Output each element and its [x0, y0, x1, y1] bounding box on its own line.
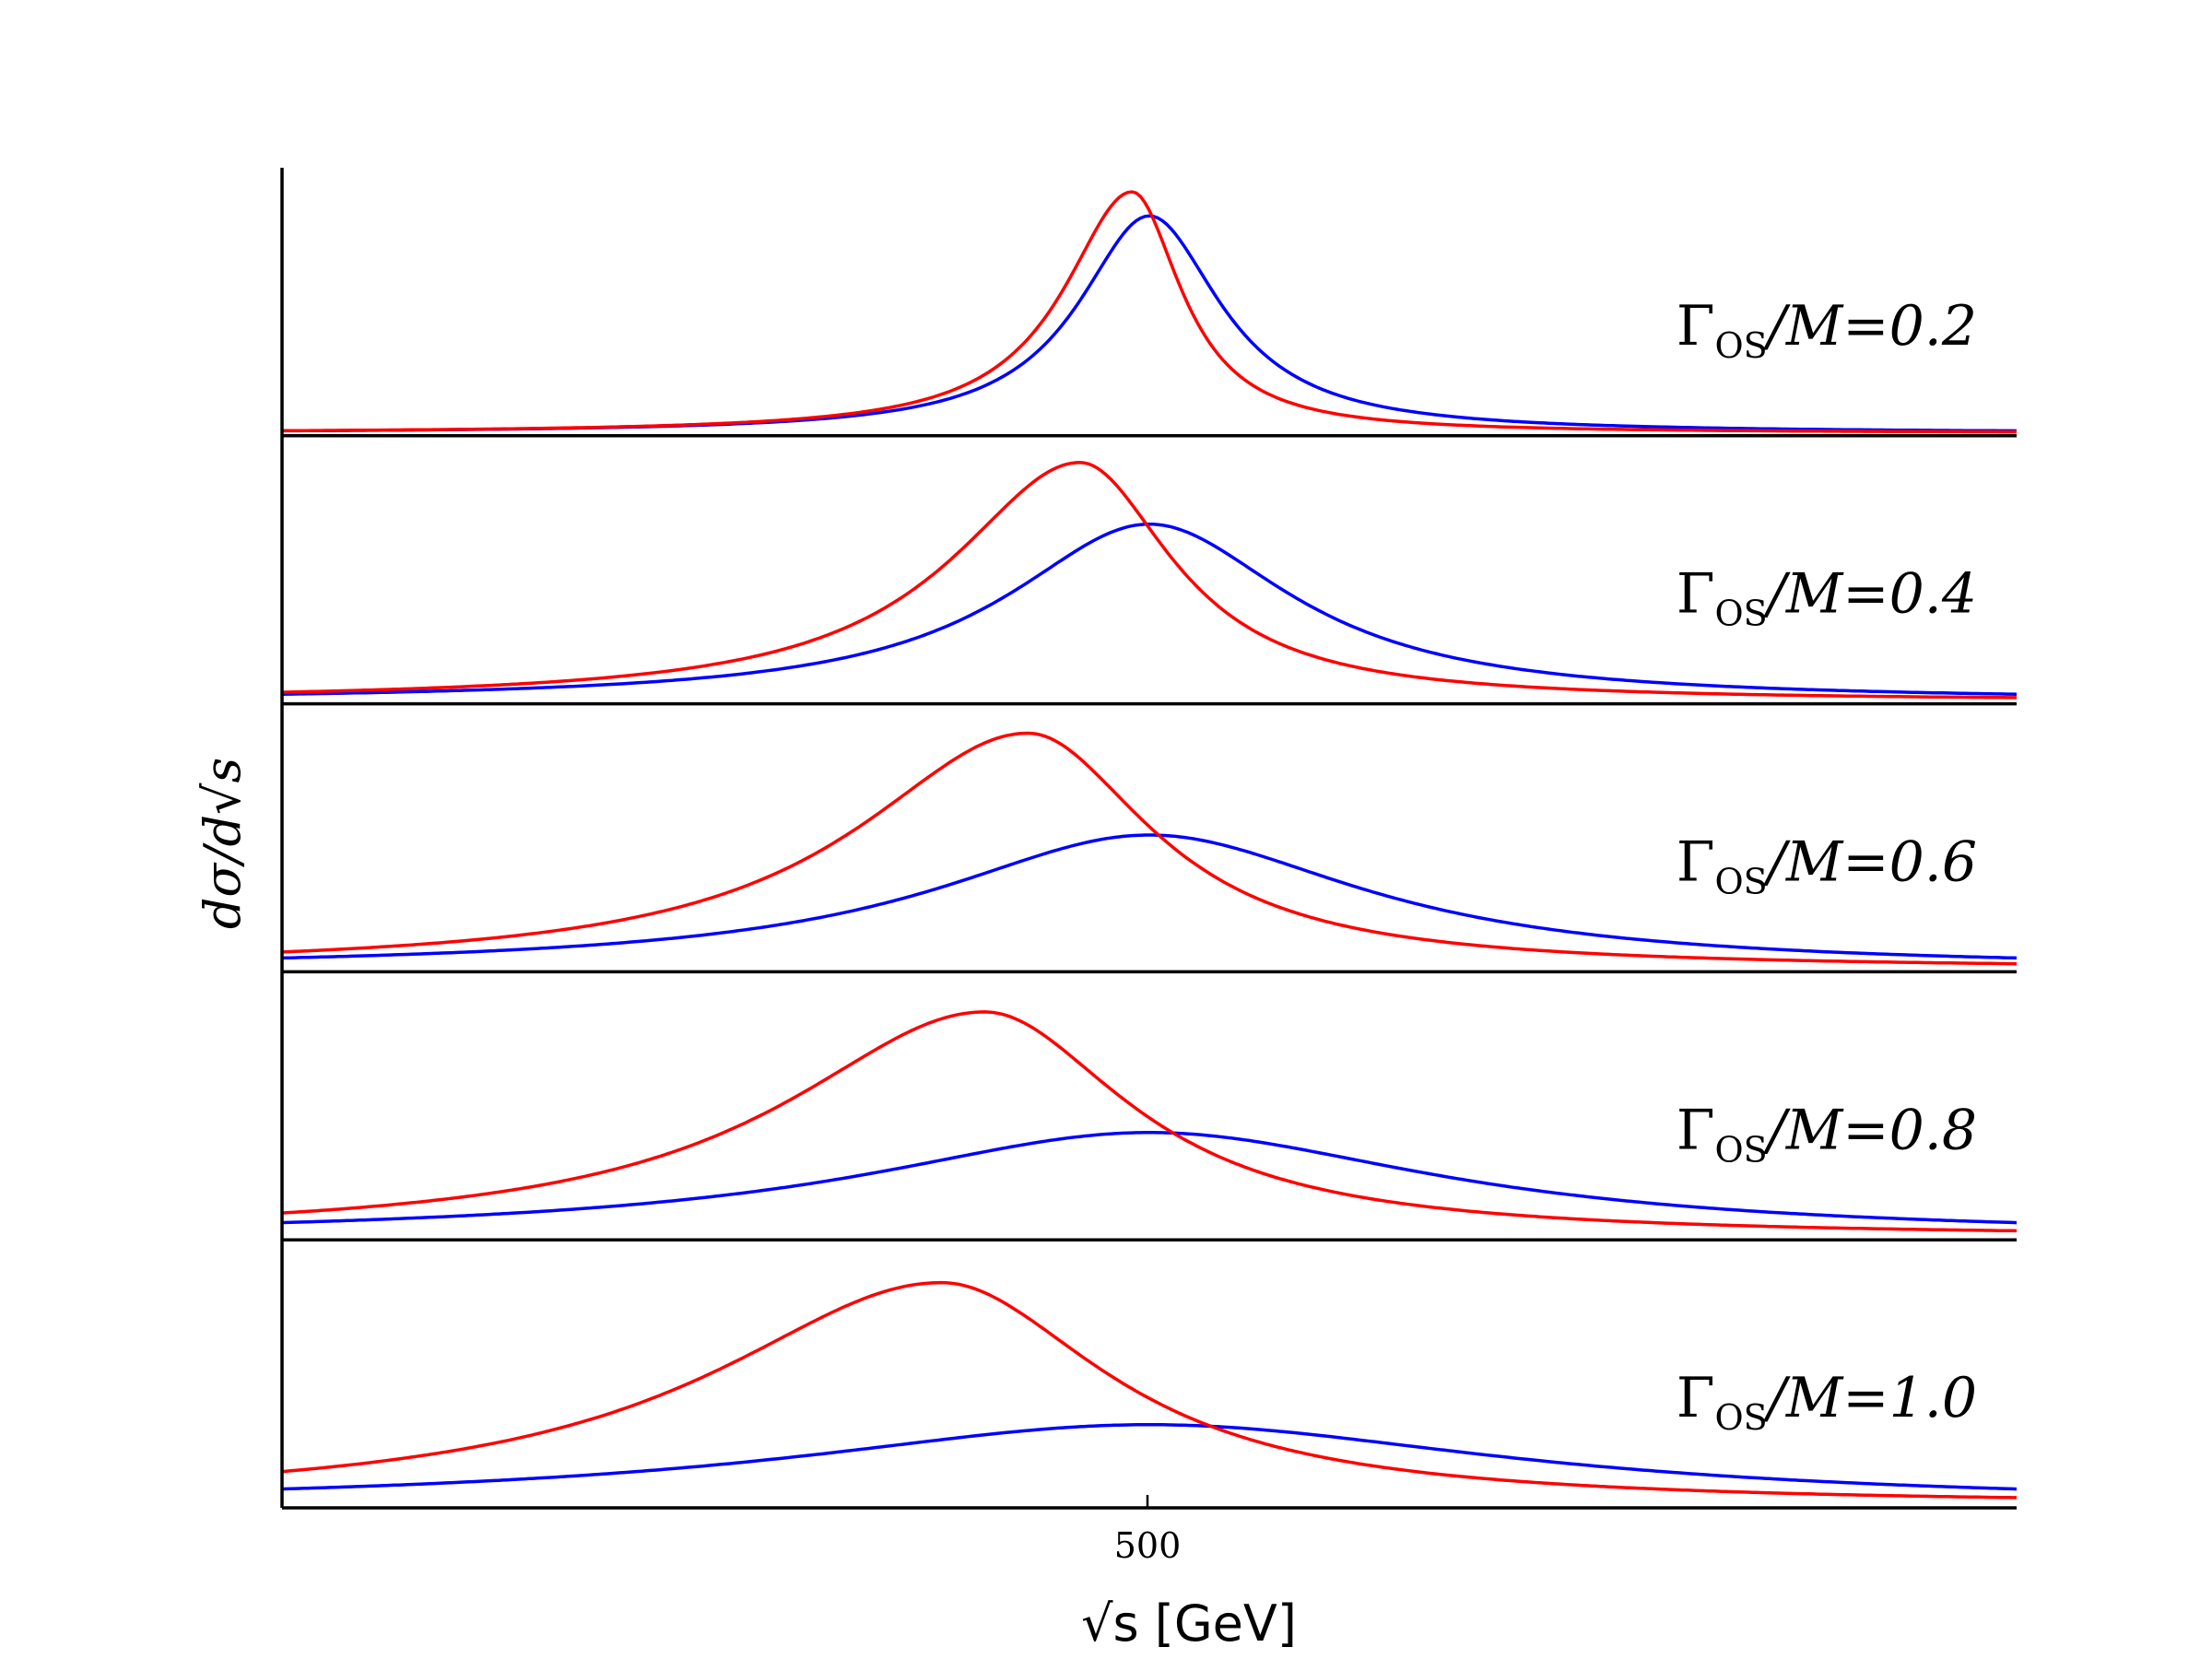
series-line-blue-panel-3: [281, 833, 2018, 960]
panel-1: ΓOS/M=0.2: [281, 190, 2018, 438]
series-line-blue-panel-5: [281, 1423, 2018, 1491]
series-line-red-panel-3: [281, 731, 2018, 966]
series-line-blue-panel-2: [281, 522, 2018, 696]
panel-label-3: ΓOS/M=0.6: [1677, 830, 1977, 902]
panel-label-5: ΓOS/M=1.0: [1677, 1366, 1977, 1438]
panel-2: ΓOS/M=0.4: [281, 461, 2018, 706]
x-tick-label: 500: [1114, 1525, 1182, 1566]
panel-label-2: ΓOS/M=0.4: [1677, 562, 1977, 634]
series-line-red-panel-1: [282, 190, 2017, 434]
panel-3: ΓOS/M=0.6: [281, 731, 2018, 974]
series-line-red-panel-5: [281, 1280, 2017, 1500]
panel-5: ΓOS/M=1.0: [281, 1280, 2018, 1510]
panel-label-1: ΓOS/M=0.2: [1677, 294, 1977, 366]
series-line-red-panel-4: [281, 1010, 2018, 1233]
panels-layer: ΓOS/M=0.2 ΓOS/M=0.4 ΓOS/M=0.6 ΓOS/M=0.8 ΓOS/…: [281, 190, 2018, 1510]
series-line-red-panel-2: [281, 461, 2017, 700]
panel-label-4: ΓOS/M=0.8: [1677, 1098, 1977, 1170]
series-line-blue-panel-4: [281, 1131, 2018, 1225]
x-axis-label: √s [GeV]: [1081, 1594, 1297, 1653]
y-axis-label: dσ/d√s: [194, 758, 252, 929]
panel-4: ΓOS/M=0.8: [281, 1010, 2018, 1241]
